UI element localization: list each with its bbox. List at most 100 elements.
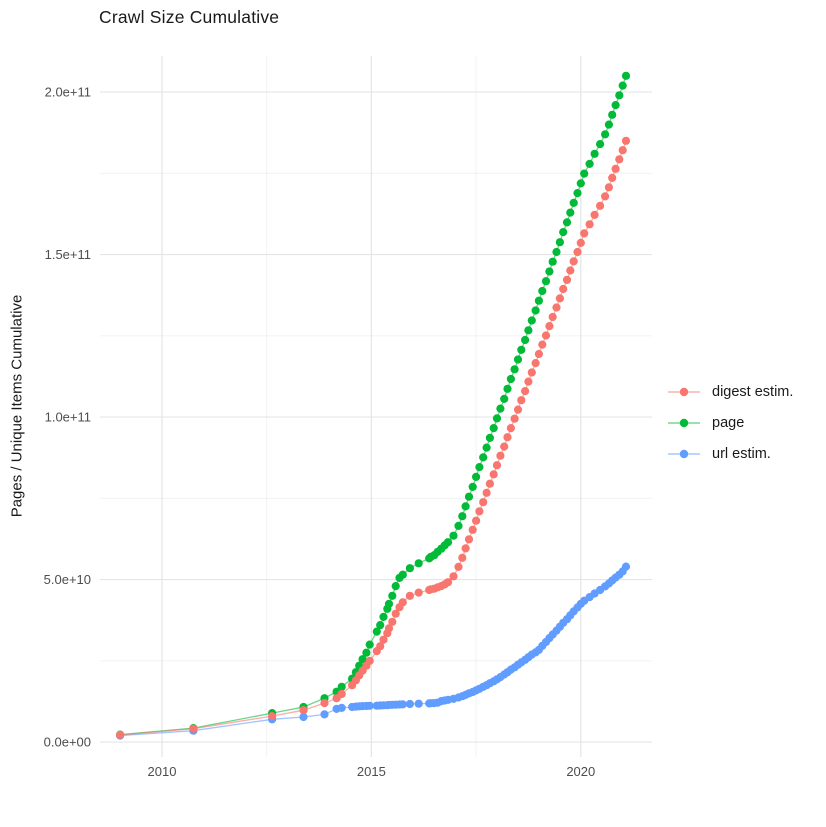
data-point-page xyxy=(503,384,512,393)
data-point-digest xyxy=(611,164,620,173)
data-point-digest xyxy=(384,624,394,633)
data-point-page xyxy=(391,582,400,591)
data-point-digest xyxy=(580,229,589,238)
data-point-digest xyxy=(517,396,526,405)
data-point-page xyxy=(461,502,470,511)
data-point-page xyxy=(398,570,407,579)
data-point-digest xyxy=(552,303,561,312)
data-point-page xyxy=(555,238,565,247)
legend-item-digest-estim: digest estim. xyxy=(666,376,793,407)
data-point-digest xyxy=(615,155,624,164)
data-point-digest xyxy=(573,247,582,257)
data-point-page xyxy=(566,208,575,217)
data-point-page xyxy=(479,453,488,462)
x-tick-label: 2020 xyxy=(566,764,595,779)
data-point-digest xyxy=(604,183,614,192)
data-point-digest xyxy=(461,544,470,553)
data-point-digest xyxy=(388,617,397,626)
data-point-digest xyxy=(566,266,575,275)
data-point-page xyxy=(472,472,481,481)
data-point-page xyxy=(545,267,554,276)
data-point-digest xyxy=(379,635,388,644)
data-point-digest xyxy=(479,498,488,507)
data-point-digest xyxy=(475,507,484,516)
data-point-digest xyxy=(405,591,414,600)
data-point-page xyxy=(492,414,502,423)
data-point-page xyxy=(517,345,526,354)
data-point-page xyxy=(601,130,610,139)
data-point-page xyxy=(468,482,477,491)
y-tick-label: 5.0e+10 xyxy=(44,572,91,587)
data-point-digest xyxy=(585,220,594,229)
data-point-digest xyxy=(472,516,481,525)
data-point-digest xyxy=(506,424,515,433)
data-point-page xyxy=(580,169,589,178)
data-point-digest xyxy=(527,368,536,377)
data-point-page xyxy=(510,365,519,374)
legend-label: page xyxy=(712,414,745,431)
data-point-digest xyxy=(513,405,523,414)
data-point-page xyxy=(621,71,631,80)
legend-item-page: page xyxy=(666,407,793,438)
data-point-url xyxy=(621,562,631,571)
data-point-page xyxy=(443,538,453,547)
data-point-digest xyxy=(391,609,400,618)
data-point-page xyxy=(496,404,505,413)
data-point-digest xyxy=(569,257,578,266)
legend-key-url-icon xyxy=(668,449,700,458)
data-point-page xyxy=(562,218,572,227)
data-point-digest xyxy=(320,699,329,708)
data-point-digest xyxy=(521,387,530,396)
data-point-digest xyxy=(337,689,346,699)
data-point-page xyxy=(527,316,536,325)
data-point-digest xyxy=(608,173,617,182)
data-point-digest xyxy=(464,535,474,544)
data-point-page xyxy=(615,91,624,100)
data-point-page xyxy=(489,424,498,433)
data-point-page xyxy=(604,120,614,129)
data-point-page xyxy=(485,433,494,442)
legend-label: digest estim. xyxy=(712,383,794,400)
data-point-page xyxy=(538,286,547,296)
data-point-page xyxy=(585,159,594,168)
data-point-url xyxy=(299,712,308,722)
data-point-page xyxy=(618,81,627,90)
data-point-page xyxy=(449,531,458,540)
data-point-page xyxy=(521,335,530,345)
data-point-page xyxy=(559,228,568,237)
data-point-digest xyxy=(559,284,568,294)
data-point-page xyxy=(506,374,515,384)
legend-item-url-estim: url estim. xyxy=(666,438,793,469)
data-point-page xyxy=(534,296,544,305)
legend-key-digest-icon xyxy=(668,387,700,396)
x-tick-label: 2015 xyxy=(357,764,386,779)
data-point-page xyxy=(524,326,533,335)
data-point-page xyxy=(531,306,540,315)
legend-label: url estim. xyxy=(712,445,771,462)
data-point-digest xyxy=(116,730,125,740)
data-point-digest xyxy=(376,642,385,651)
data-point-digest xyxy=(482,488,491,497)
data-point-page xyxy=(573,189,582,198)
data-point-page xyxy=(608,110,617,119)
data-point-digest xyxy=(534,349,544,359)
data-point-url xyxy=(414,699,423,708)
data-point-page xyxy=(458,512,467,521)
data-point-page xyxy=(548,257,557,266)
data-point-digest xyxy=(503,433,512,442)
data-point-digest xyxy=(576,238,585,247)
data-point-page xyxy=(365,640,374,649)
data-point-page xyxy=(475,463,484,472)
data-point-digest xyxy=(590,210,599,219)
data-point-page xyxy=(358,655,367,664)
data-point-digest xyxy=(510,414,519,423)
data-point-page xyxy=(541,277,551,286)
data-point-digest xyxy=(449,572,458,581)
data-point-digest xyxy=(468,525,477,534)
data-point-page xyxy=(596,140,605,149)
data-point-digest xyxy=(545,322,554,331)
data-point-digest xyxy=(601,192,610,201)
data-point-digest xyxy=(548,312,557,322)
data-point-page xyxy=(414,559,423,568)
